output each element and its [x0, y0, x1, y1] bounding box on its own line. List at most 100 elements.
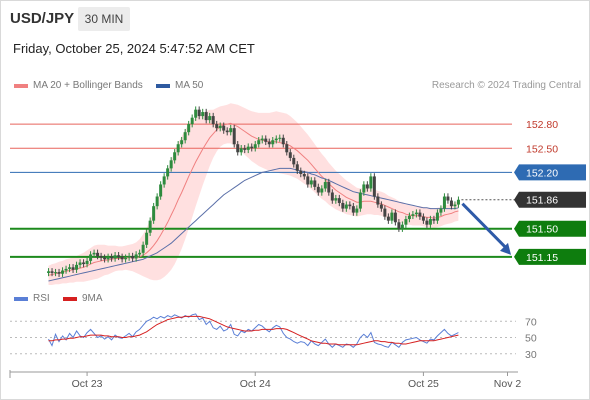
- candle-body: [78, 262, 82, 265]
- candle-body: [246, 146, 250, 150]
- candle-body: [92, 252, 96, 255]
- candle-body: [68, 267, 72, 269]
- level-label-152.50: 152.50: [526, 143, 558, 155]
- candle-body: [61, 270, 65, 274]
- candle-body: [383, 208, 387, 217]
- candle-body: [257, 140, 261, 145]
- candle-body: [449, 200, 453, 207]
- candle-body: [425, 220, 429, 225]
- candle-body: [379, 204, 383, 209]
- candle-body: [435, 212, 439, 221]
- candle-body: [334, 198, 338, 201]
- candle-body: [75, 264, 79, 270]
- candle-body: [285, 144, 289, 153]
- timestamp: Friday, October 25, 2024 5:47:52 AM CET: [13, 41, 255, 56]
- candle-body: [365, 184, 369, 189]
- rsi-tick-50: 50: [525, 333, 537, 345]
- candle-body: [271, 140, 275, 145]
- candle-body: [71, 267, 75, 270]
- candle-body: [267, 141, 271, 145]
- candle-body: [369, 176, 373, 189]
- candle-body: [113, 255, 117, 259]
- rsi-legend-swatch: [14, 297, 28, 301]
- forecast-arrow-head: [500, 242, 511, 255]
- candle-body: [292, 157, 296, 165]
- ma20-line: [48, 122, 459, 276]
- candle-body: [432, 219, 436, 221]
- candle-body: [330, 192, 334, 201]
- candle-body: [141, 244, 145, 253]
- candle-body: [414, 212, 418, 215]
- candle-body: [103, 257, 107, 260]
- candle-body: [50, 271, 54, 273]
- candle-body: [89, 254, 93, 261]
- forecast-arrow-shaft: [461, 202, 509, 250]
- ma50-legend-swatch: [156, 84, 170, 88]
- symbol-title: USD/JPY: [10, 10, 75, 27]
- candle-body: [225, 130, 229, 133]
- level-label-bg-151.86: [514, 191, 586, 208]
- rsi-legend-label: RSI: [33, 293, 50, 304]
- candle-body: [327, 182, 331, 193]
- candle-body: [180, 140, 184, 145]
- candle-body: [243, 148, 247, 150]
- candle-body: [222, 125, 226, 131]
- interval-badge[interactable]: 30 MIN: [78, 7, 130, 31]
- level-label-bg-152.20: [514, 164, 586, 181]
- level-label-152.80: 152.80: [526, 119, 558, 131]
- ma50-legend-label: MA 50: [175, 80, 204, 91]
- candle-body: [201, 112, 205, 117]
- candle-body: [64, 268, 68, 271]
- candle-body: [358, 192, 362, 209]
- header-bar: USD/JPY 30 MIN: [0, 0, 590, 36]
- bollinger-band: [48, 103, 459, 285]
- x-tick-label: Oct 25: [408, 378, 439, 390]
- level-label-151.86: 151.86: [526, 195, 558, 207]
- candle-body: [376, 196, 380, 205]
- candle-body: [131, 256, 135, 259]
- candle-body: [428, 219, 432, 225]
- candle-body: [348, 204, 352, 207]
- level-label-bg-151.15: [514, 248, 586, 265]
- candle-body: [309, 180, 313, 185]
- candle-body: [341, 202, 345, 209]
- candle-body: [390, 212, 394, 221]
- x-tick-label: Oct 24: [240, 378, 271, 390]
- candle-body: [295, 164, 299, 171]
- candle-body: [337, 198, 341, 203]
- candle-body: [96, 252, 100, 257]
- candle-body: [197, 109, 201, 117]
- candle-body: [397, 222, 401, 229]
- candle-body: [313, 180, 317, 187]
- candle-body: [250, 146, 254, 149]
- candle-body: [145, 232, 149, 245]
- candle-body: [316, 186, 320, 193]
- candle-body: [162, 176, 166, 185]
- source-credit: Research © 2024 Trading Central: [431, 80, 581, 91]
- candle-body: [211, 116, 215, 125]
- candle-body: [232, 128, 236, 145]
- x-tick-label: Nov 2: [494, 378, 522, 390]
- level-label-bg-151.50: [514, 220, 586, 237]
- candle-body: [169, 160, 173, 169]
- candle-body: [418, 212, 422, 217]
- candle-body: [47, 271, 51, 273]
- candle-body: [166, 168, 170, 177]
- candle-body: [281, 137, 285, 145]
- ma20-legend-swatch: [14, 84, 28, 88]
- candle-body: [106, 256, 110, 260]
- rsi-tick-70: 70: [525, 316, 537, 328]
- level-label-151.50: 151.50: [526, 224, 558, 236]
- rsi-ma-legend-label: 9MA: [82, 293, 103, 304]
- candle-body: [57, 272, 61, 274]
- candle-body: [411, 214, 415, 216]
- candle-body: [299, 170, 303, 174]
- ma20-legend-label: MA 20 + Bollinger Bands: [33, 80, 143, 91]
- candle-body: [159, 184, 163, 197]
- rsi-tick-30: 30: [525, 349, 537, 361]
- candle-body: [176, 144, 180, 153]
- candle-body: [187, 124, 191, 133]
- candle-body: [386, 216, 390, 221]
- candle-body: [323, 182, 327, 189]
- candle-body: [85, 260, 89, 265]
